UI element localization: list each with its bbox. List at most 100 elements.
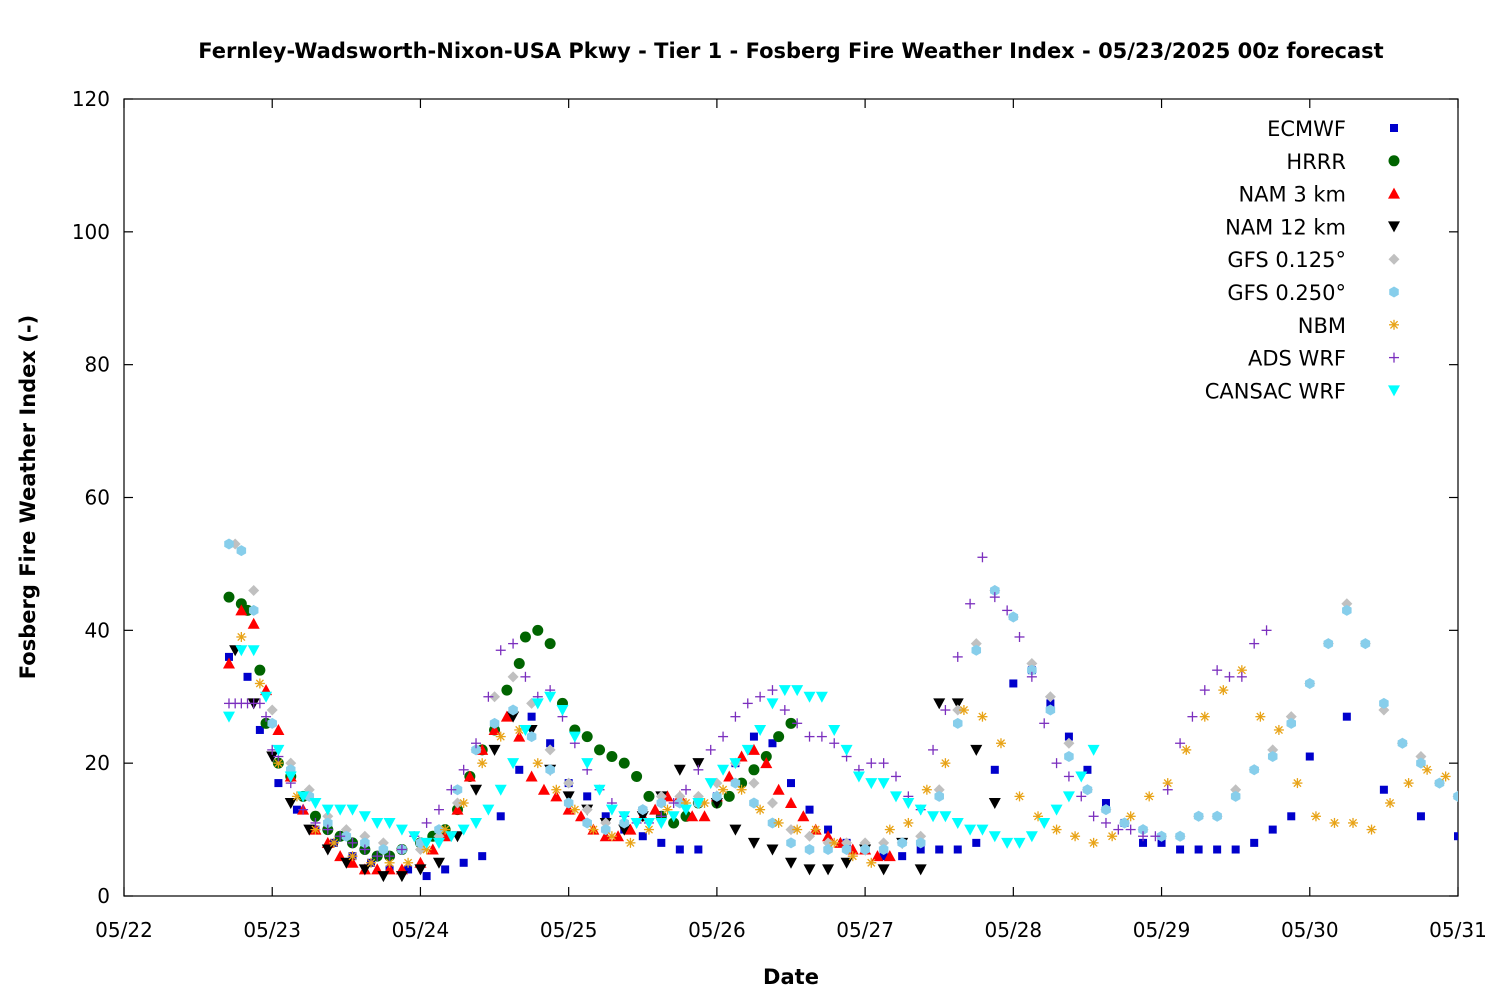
data-point	[754, 724, 767, 736]
data-point	[742, 698, 753, 709]
data-point	[865, 778, 878, 790]
data-point	[878, 758, 889, 769]
series-hrrr	[223, 591, 797, 862]
data-point	[710, 798, 723, 810]
data-point	[537, 783, 550, 795]
data-point	[1342, 604, 1352, 616]
data-point	[1403, 778, 1414, 789]
data-point	[544, 744, 556, 756]
data-point	[532, 624, 544, 636]
data-point	[630, 817, 643, 829]
data-point	[1212, 810, 1222, 822]
data-point	[643, 790, 655, 802]
data-point	[916, 845, 925, 854]
data-point	[1156, 830, 1167, 842]
data-point	[965, 598, 976, 609]
data-point	[883, 850, 896, 862]
data-point	[995, 738, 1006, 749]
data-point	[804, 830, 816, 842]
data-point	[747, 837, 760, 849]
data-point	[953, 845, 962, 854]
data-point	[606, 751, 618, 763]
data-point	[1125, 811, 1136, 822]
data-point	[378, 844, 389, 856]
data-point	[508, 704, 518, 716]
x-tick-label: 05/28	[985, 918, 1043, 942]
data-point	[581, 731, 593, 743]
data-point	[890, 771, 901, 782]
data-point	[606, 831, 617, 842]
data-point	[723, 770, 736, 782]
data-point	[694, 845, 703, 854]
data-point	[631, 770, 643, 782]
data-point	[224, 652, 233, 661]
data-point	[358, 864, 371, 876]
data-point	[396, 844, 407, 855]
data-point	[1101, 799, 1110, 808]
data-point	[1045, 704, 1056, 716]
data-point	[545, 764, 555, 776]
data-point	[432, 837, 445, 849]
data-point	[310, 817, 321, 828]
data-point	[248, 584, 260, 596]
data-point	[223, 591, 235, 603]
data-point	[747, 743, 760, 755]
data-point	[298, 804, 309, 815]
data-point	[236, 545, 247, 557]
data-point	[266, 704, 278, 716]
data-point	[730, 777, 741, 789]
data-point	[581, 758, 594, 770]
data-point	[879, 852, 888, 861]
data-point	[546, 739, 555, 748]
data-point	[1100, 817, 1111, 828]
data-point	[482, 804, 495, 816]
data-point	[599, 830, 612, 842]
data-point	[766, 797, 778, 809]
data-point	[488, 723, 501, 735]
data-point	[1181, 744, 1192, 755]
data-point	[414, 864, 427, 876]
x-tick-label: 05/22	[95, 918, 153, 942]
series-cansac-wrf	[222, 645, 1100, 849]
data-point	[675, 845, 684, 854]
legend-label: NAM 12 km	[1225, 215, 1346, 239]
data-point	[829, 837, 840, 848]
x-tick-label: 05/26	[688, 918, 746, 942]
data-point	[816, 731, 827, 742]
data-point	[520, 671, 531, 682]
data-point	[513, 730, 526, 742]
data-point	[749, 797, 759, 809]
legend-marker	[1389, 319, 1399, 330]
data-point	[222, 711, 235, 723]
data-point	[624, 823, 637, 835]
data-point	[243, 672, 252, 681]
data-point	[420, 837, 433, 849]
data-point	[267, 717, 277, 729]
data-point	[829, 738, 840, 749]
data-point	[773, 731, 785, 743]
x-axis: 05/22 05/23 05/24 05/25 05/26 05/27 05/28 05/29…	[95, 99, 1487, 942]
data-point	[255, 725, 264, 734]
data-point	[471, 738, 482, 749]
data-point	[432, 857, 445, 869]
x-tick-label: 05/30	[1281, 918, 1339, 942]
data-point	[494, 784, 507, 796]
data-point	[1348, 817, 1359, 828]
data-point	[766, 844, 779, 856]
data-point	[705, 744, 716, 755]
data-point	[866, 758, 877, 769]
data-point	[749, 732, 758, 741]
data-point	[582, 817, 592, 829]
data-point	[1101, 804, 1111, 816]
data-point	[323, 817, 333, 829]
data-point	[1194, 845, 1203, 854]
data-point	[562, 803, 575, 815]
data-point	[804, 844, 815, 856]
data-points	[222, 538, 1458, 883]
data-point	[1063, 771, 1074, 782]
data-point	[1249, 638, 1260, 649]
data-point	[1305, 677, 1315, 689]
data-point	[1014, 631, 1025, 642]
data-point	[471, 744, 481, 756]
